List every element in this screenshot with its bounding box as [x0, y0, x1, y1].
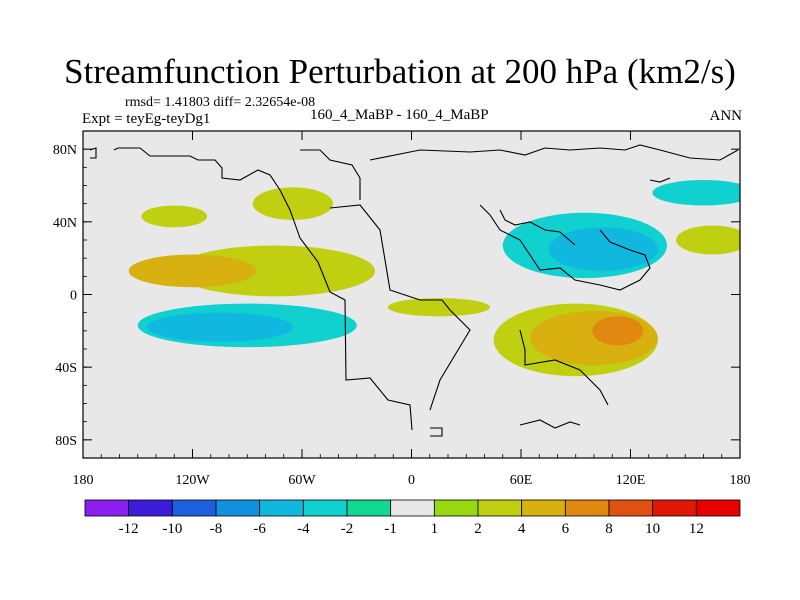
- y-tick-label: 40S: [55, 361, 77, 376]
- contour-region-6: [592, 316, 644, 346]
- x-tick-label: 180: [730, 473, 751, 488]
- coastline-8: [649, 177, 671, 183]
- coastline-4: [479, 204, 651, 291]
- contour-region-10: [141, 205, 208, 228]
- contour-region-9: [252, 187, 334, 221]
- contour-region-12: [676, 225, 740, 255]
- colorbar-swatch: [259, 499, 304, 517]
- colorbar-swatch: [302, 499, 348, 517]
- colorbar-swatch: [564, 499, 610, 517]
- coastline-7: [499, 209, 576, 246]
- colorbar-swatch: [433, 499, 479, 517]
- colorbar-swatch: [477, 499, 523, 517]
- colorbar-label: 12: [689, 521, 704, 537]
- colorbar-label: -1: [384, 521, 397, 537]
- colorbar-swatch: [128, 499, 173, 517]
- colorbar-label: 4: [518, 521, 526, 537]
- x-tick-label: 60W: [288, 473, 316, 488]
- colorbar-label: 2: [474, 521, 482, 537]
- y-tick-label: 0: [70, 289, 77, 304]
- map-background: [83, 131, 740, 458]
- colorbar-swatch: [695, 499, 741, 517]
- experiment-label: Expt = teyEg-teyDg1: [82, 111, 211, 127]
- stats-line: rmsd= 1.41803 diff= 2.32654e-08: [125, 95, 316, 110]
- colorbar-swatch: [346, 499, 392, 517]
- x-tick-label: 120E: [616, 473, 646, 488]
- coastline-3: [369, 144, 739, 161]
- y-tick-label: 40N: [53, 216, 77, 231]
- coastline-9: [430, 427, 443, 437]
- contour-region-1: [128, 254, 257, 288]
- colorbar-label: -12: [119, 521, 139, 537]
- contour-region-3: [146, 312, 293, 342]
- coastline-5: [519, 329, 609, 406]
- colorbar-swatch: [84, 499, 130, 517]
- contour-region-11: [387, 298, 490, 317]
- colorbar-swatch: [652, 499, 697, 517]
- colorbar-label: -6: [253, 521, 266, 537]
- coastline-10: [519, 419, 581, 429]
- coastline-1: [300, 149, 361, 200]
- y-tick-label: 80S: [55, 434, 77, 449]
- x-tick-label: 120W: [175, 473, 210, 488]
- season-label: ANN: [709, 108, 743, 124]
- colorbar-label: -4: [297, 521, 310, 537]
- x-tick-label: 60E: [510, 473, 533, 488]
- colorbar-label: 1: [431, 521, 439, 537]
- colorbar-swatch: [608, 499, 654, 517]
- colorbar-label: -10: [162, 521, 182, 537]
- y-tick-label: 80N: [53, 143, 77, 158]
- colorbar-label: 6: [562, 521, 570, 537]
- contour-region-13: [652, 180, 740, 206]
- colorbar-label: -8: [210, 521, 223, 537]
- colorbar-label: 8: [605, 521, 613, 537]
- x-tick-label: 0: [408, 473, 415, 488]
- colorbar-swatch: [390, 499, 435, 517]
- case-label: 160_4_MaBP - 160_4_MaBP: [310, 107, 489, 123]
- colorbar-swatch: [171, 499, 217, 517]
- x-tick-label: 180: [73, 473, 94, 488]
- coastline-6: [89, 147, 97, 159]
- colorbar-label: -2: [341, 521, 354, 537]
- chart-title: Streamfunction Perturbation at 200 hPa (…: [64, 52, 736, 91]
- colorbar-swatch: [215, 499, 261, 517]
- coastline-0: [113, 147, 413, 431]
- contour-region-8: [548, 227, 658, 271]
- colorbar-swatch: [521, 499, 566, 517]
- colorbar-label: 10: [645, 521, 660, 537]
- coastline-2: [329, 204, 471, 411]
